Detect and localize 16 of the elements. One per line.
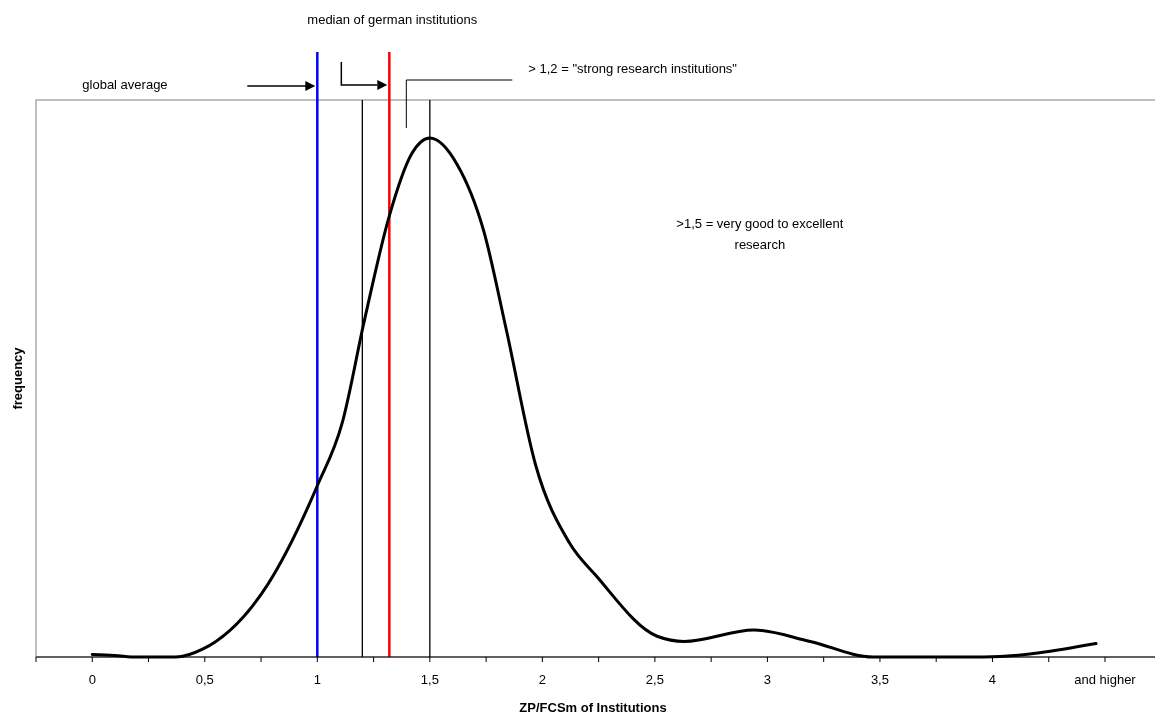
text: median of german institutions <box>307 12 478 27</box>
text: > 1,2 = "strong research institutions" <box>528 61 738 76</box>
x-tick-label: and higher <box>1074 672 1137 687</box>
x-tick-label: 1 <box>313 672 321 687</box>
x-tick-label: 3 <box>763 672 772 687</box>
x-axis-title: ZP/FCSm of Institutions <box>519 700 667 715</box>
x-tick-label: 1,5 <box>420 672 439 687</box>
x-tick-label: 0 <box>88 672 96 687</box>
text: global average <box>82 77 168 92</box>
y-axis-title: frequency <box>10 346 25 410</box>
x-tick-label: 4 <box>988 672 997 687</box>
x-tick-label: 0,5 <box>195 672 214 687</box>
x-tick-label: 2 <box>538 672 546 687</box>
annotation: >1,5 = very good to excellent research <box>676 216 844 252</box>
x-tick-label: 3,5 <box>870 672 889 687</box>
x-tick-label: 2,5 <box>645 672 664 687</box>
